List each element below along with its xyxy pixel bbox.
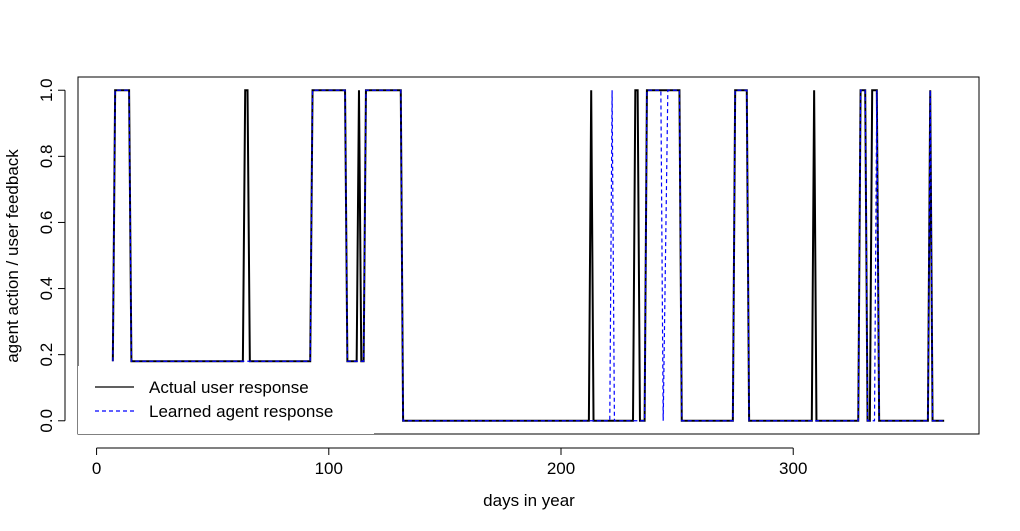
legend-label-actual: Actual user response [149,378,309,397]
y-tick-label: 1.0 [37,78,56,102]
axes: 0 100 200 300 0.0 0.2 0.4 0.6 0.8 1.0 [37,78,807,478]
y-tick-label: 0.8 [37,145,56,169]
y-tick-label: 0.6 [37,211,56,235]
y-axis-title: agent action / user feedback [3,149,22,363]
x-axis-title: days in year [483,491,575,510]
plot-frame [77,76,980,435]
series-learned-agent-response [112,89,945,422]
x-tick-label: 300 [779,459,807,478]
legend-box [78,366,374,434]
x-tick-label: 200 [547,459,575,478]
legend: Actual user response Learned agent respo… [78,366,374,434]
y-tick-label: 0.4 [37,277,56,301]
y-tick-label: 0.2 [37,343,56,367]
legend-label-learned: Learned agent response [149,402,333,421]
x-tick-label: 0 [92,459,101,478]
series-layer [111,89,945,422]
y-tick-label: 0.0 [37,409,56,433]
x-tick-label: 100 [315,459,343,478]
